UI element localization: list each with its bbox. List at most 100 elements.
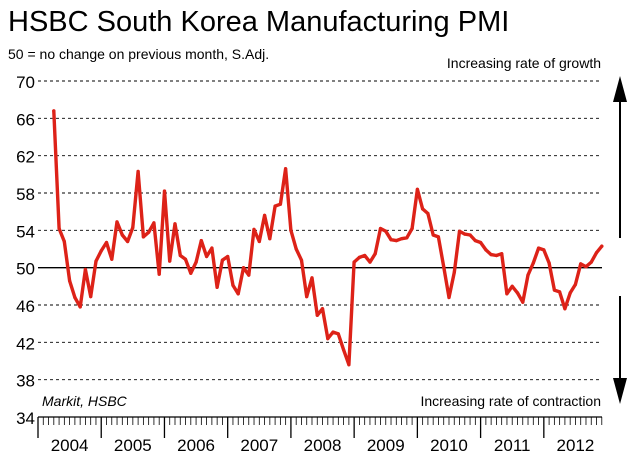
data-point — [305, 295, 309, 299]
data-point — [278, 202, 282, 206]
data-point — [594, 251, 599, 255]
source-label: Markit, HSBC — [42, 393, 128, 409]
data-point — [526, 273, 530, 277]
data-point — [178, 253, 182, 258]
arrow-down-icon — [613, 378, 627, 404]
data-point — [126, 239, 130, 244]
data-points — [52, 109, 604, 367]
data-point — [104, 240, 109, 245]
data-point — [141, 235, 145, 239]
data-point — [183, 257, 188, 261]
data-point — [299, 258, 304, 262]
data-point — [73, 295, 77, 300]
y-tick-label: 46 — [16, 297, 35, 316]
data-point — [78, 305, 82, 309]
data-point — [320, 307, 325, 311]
data-point — [315, 313, 319, 317]
y-tick-label: 66 — [16, 110, 35, 129]
data-point — [479, 240, 483, 245]
y-tick-label: 38 — [16, 372, 35, 391]
y-tick-label: 58 — [16, 185, 35, 204]
data-point — [94, 259, 98, 263]
data-point — [457, 229, 462, 233]
y-tick-label: 34 — [16, 409, 35, 428]
data-point — [257, 239, 261, 244]
data-point — [531, 261, 535, 265]
data-point — [347, 363, 351, 367]
x-tick-label-2007: 2007 — [240, 436, 278, 455]
data-point — [515, 291, 520, 295]
data-point — [442, 265, 446, 269]
data-point — [547, 261, 551, 265]
data-point — [263, 213, 267, 217]
data-point — [52, 109, 56, 113]
x-tick-label-2004: 2004 — [51, 436, 89, 455]
chart-title: HSBC South Korea Manufacturing PMI — [8, 6, 509, 38]
gridlines — [38, 80, 602, 381]
data-point — [584, 265, 588, 269]
data-point — [168, 259, 172, 263]
data-point — [421, 207, 425, 211]
data-point — [241, 266, 246, 270]
data-point — [57, 226, 61, 231]
data-point — [436, 235, 440, 239]
data-point — [363, 253, 367, 258]
y-tick-label: 62 — [16, 148, 35, 167]
data-point — [389, 238, 393, 242]
annotation-growth: Increasing rate of growth — [447, 55, 601, 71]
data-point — [405, 236, 409, 240]
data-point — [189, 271, 193, 275]
data-point — [500, 252, 504, 256]
data-point — [199, 239, 203, 243]
x-tick-label-2012: 2012 — [557, 436, 595, 455]
y-tick-label: 54 — [16, 222, 35, 241]
x-tick-label-2010: 2010 — [430, 436, 468, 455]
data-point — [110, 257, 114, 261]
data-point — [357, 255, 361, 259]
data-point — [215, 285, 219, 289]
data-point — [220, 258, 224, 262]
data-point — [400, 237, 404, 241]
data-point — [468, 233, 472, 237]
data-point — [83, 267, 87, 272]
data-point — [310, 276, 314, 280]
x-tick-label-2008: 2008 — [304, 436, 342, 455]
data-point — [289, 228, 293, 232]
data-point — [162, 189, 167, 193]
data-point — [558, 290, 562, 294]
data-point — [284, 167, 288, 171]
data-point — [473, 239, 477, 243]
data-point — [505, 292, 509, 296]
x-tick-label-2005: 2005 — [114, 436, 152, 455]
data-point — [600, 244, 604, 248]
data-point — [268, 237, 272, 241]
data-point — [563, 307, 567, 311]
data-point — [489, 253, 493, 257]
data-point — [521, 300, 525, 304]
data-point — [431, 233, 435, 237]
data-point — [415, 187, 419, 191]
x-tick-label-2009: 2009 — [367, 436, 405, 455]
data-point — [273, 204, 277, 208]
data-point — [194, 260, 198, 264]
annotation-contraction: Increasing rate of contraction — [420, 393, 601, 409]
data-point — [294, 247, 298, 251]
data-point — [131, 225, 135, 230]
data-point — [352, 260, 356, 264]
data-point — [336, 332, 340, 336]
data-point — [463, 232, 467, 236]
data-point — [378, 226, 383, 231]
data-point — [410, 226, 414, 231]
data-point — [579, 262, 583, 266]
data-point — [99, 249, 103, 253]
data-point — [331, 330, 335, 334]
data-point — [384, 229, 388, 233]
data-point — [120, 233, 124, 237]
x-tick-label-2006: 2006 — [177, 436, 215, 455]
data-point — [152, 221, 156, 225]
data-point — [231, 283, 235, 287]
data-point — [542, 248, 546, 252]
data-point — [373, 252, 377, 256]
data-point — [247, 273, 251, 277]
